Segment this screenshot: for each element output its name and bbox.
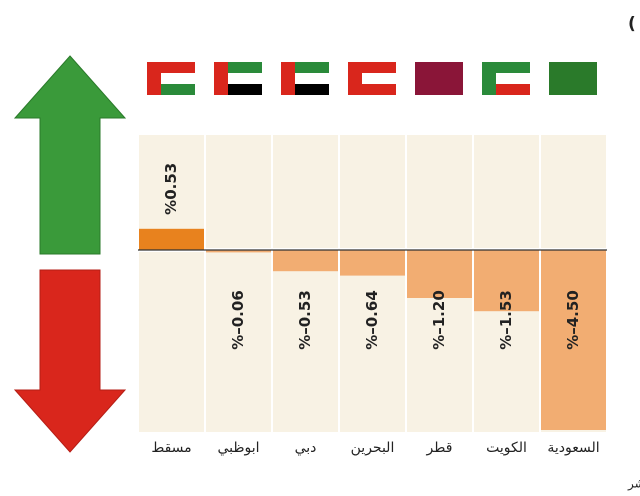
flag xyxy=(348,62,396,73)
column-bg xyxy=(139,252,204,432)
flag xyxy=(147,84,195,95)
bar xyxy=(541,250,606,430)
x-tick-label: البحرين xyxy=(351,440,395,456)
column-bg xyxy=(206,252,271,432)
flag xyxy=(482,73,530,84)
flag-side xyxy=(281,62,295,95)
flag xyxy=(147,62,195,73)
flag-side xyxy=(415,62,429,95)
x-tick-label: مسقط xyxy=(151,440,191,456)
flag xyxy=(214,84,262,95)
column-bg xyxy=(340,252,405,432)
flag xyxy=(482,84,530,95)
flag-side xyxy=(147,62,161,95)
flag xyxy=(214,62,262,73)
flag-side xyxy=(549,62,563,95)
flag-side xyxy=(214,62,228,95)
column-bg xyxy=(273,135,338,248)
flag xyxy=(482,62,530,73)
value-label: %–1.20 xyxy=(430,290,448,350)
column-bg xyxy=(340,135,405,248)
up-arrow xyxy=(13,55,127,255)
chart-title: اداء الاسواق الخليجية خلال الاسبوع الماض… xyxy=(628,14,640,34)
x-tick-label: السعودية xyxy=(547,440,599,456)
x-tick-label: ابوظبي xyxy=(217,440,259,456)
down-arrow xyxy=(13,269,127,453)
x-tick-label: قطر xyxy=(426,440,453,456)
flag xyxy=(348,73,396,84)
value-label: %–0.06 xyxy=(229,290,247,350)
bar xyxy=(407,250,472,298)
column-bg xyxy=(541,135,606,248)
bar xyxy=(474,250,539,312)
flag xyxy=(281,62,329,73)
bar xyxy=(139,228,204,250)
flag-side xyxy=(348,62,362,95)
value-label: %–1.53 xyxy=(497,290,515,350)
flag xyxy=(549,62,597,73)
column-bg xyxy=(273,252,338,432)
bar xyxy=(273,250,338,272)
value-label: %–4.50 xyxy=(564,290,582,350)
flag xyxy=(415,62,463,73)
value-label: %–0.53 xyxy=(296,290,314,350)
column-bg xyxy=(474,135,539,248)
flag xyxy=(281,84,329,95)
flag-side xyxy=(482,62,496,95)
flag xyxy=(549,73,597,84)
column-bg xyxy=(407,135,472,248)
flag xyxy=(549,84,597,95)
x-tick-label: دبي xyxy=(295,440,317,456)
bar xyxy=(340,250,405,276)
flag xyxy=(348,84,396,95)
flag xyxy=(415,73,463,84)
source: المصدر: مباشر xyxy=(627,477,640,492)
column-bg xyxy=(206,135,271,248)
flag xyxy=(147,73,195,84)
value-label: %–0.64 xyxy=(363,290,381,350)
flag xyxy=(415,84,463,95)
flag xyxy=(281,73,329,84)
flag xyxy=(214,73,262,84)
x-tick-label: الكويت xyxy=(486,440,527,456)
value-label: %0.53 xyxy=(162,163,180,215)
bar xyxy=(206,250,271,253)
